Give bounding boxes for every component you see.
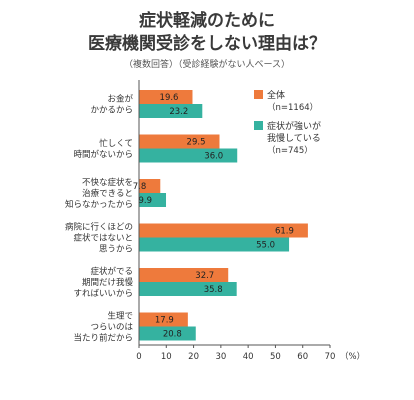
value-label: 36.0 — [204, 152, 223, 162]
category-label: 知らなかったから — [65, 199, 133, 210]
value-label: 9.9 — [138, 196, 152, 206]
category-label: 期間だけ我慢 — [82, 277, 134, 288]
x-tick-label: 50 — [270, 352, 281, 362]
bar-enduring — [139, 326, 196, 341]
category-label: 時間がないから — [73, 149, 133, 160]
chart-title-line1: 症状軽減のために — [139, 11, 275, 31]
category-label: 忙しくて — [99, 138, 133, 149]
legend-note-enduring: （n=745） — [267, 145, 313, 156]
x-tick-label: 60 — [297, 352, 308, 362]
category-label: 症状がでる — [90, 266, 133, 277]
bar-overall — [139, 312, 188, 327]
category-label: 思うから — [99, 245, 133, 255]
value-label: 61.9 — [275, 227, 294, 237]
category-label: 当たり前だから — [73, 333, 133, 344]
category-label: 不快な症状を — [82, 177, 133, 188]
category-label: 病院に行くほどの — [65, 222, 133, 233]
legend-label-enduring: 我慢している — [267, 132, 321, 144]
bar-enduring — [139, 193, 167, 207]
legend-swatch-overall — [254, 90, 263, 99]
bar-overall — [139, 90, 193, 104]
legend-label-overall: 全体 — [267, 89, 285, 101]
chart-title-line2: 医療機関受診をしない理由は？ — [88, 34, 326, 54]
category-label: すればいいから — [73, 289, 133, 299]
bar-enduring — [139, 282, 237, 296]
x-tick-label: 40 — [243, 352, 254, 362]
bar-overall — [139, 179, 161, 193]
bar-overall — [139, 268, 229, 282]
legend-swatch-enduring — [254, 121, 263, 130]
value-label: 20.8 — [163, 330, 182, 340]
value-label: 19.6 — [160, 93, 179, 103]
value-label: 35.8 — [204, 285, 223, 295]
bar-enduring — [139, 148, 238, 163]
category-label: つらいのは — [90, 323, 133, 333]
category-label: お金が — [107, 94, 133, 105]
category-label: 症状ではないと — [73, 233, 133, 244]
legend-label-enduring: 症状が強いが — [267, 120, 321, 132]
bar-enduring — [139, 237, 290, 252]
legend-note-overall: （n=1164） — [267, 102, 318, 113]
value-label: 29.5 — [187, 138, 206, 148]
chart-subtitle: （複数回答）（受診経験がない人ベース） — [123, 60, 291, 70]
value-label: 55.0 — [256, 241, 275, 251]
bar-overall — [139, 134, 220, 149]
x-tick-label: 30 — [215, 352, 226, 362]
value-label: 7.8 — [133, 182, 147, 192]
category-label: かかるから — [90, 106, 133, 116]
value-label: 23.2 — [169, 107, 188, 117]
bar-enduring — [139, 104, 203, 118]
category-label: 生理で — [107, 311, 133, 322]
category-label: 治療できると — [82, 188, 133, 199]
x-unit-label: （%） — [340, 351, 365, 362]
x-tick-label: 70 — [325, 352, 336, 362]
x-tick-label: 0 — [136, 352, 141, 362]
x-tick-label: 20 — [188, 352, 199, 362]
value-label: 17.9 — [155, 316, 174, 326]
bar-overall — [139, 223, 308, 238]
x-tick-label: 10 — [161, 352, 172, 362]
value-label: 32.7 — [195, 271, 214, 281]
